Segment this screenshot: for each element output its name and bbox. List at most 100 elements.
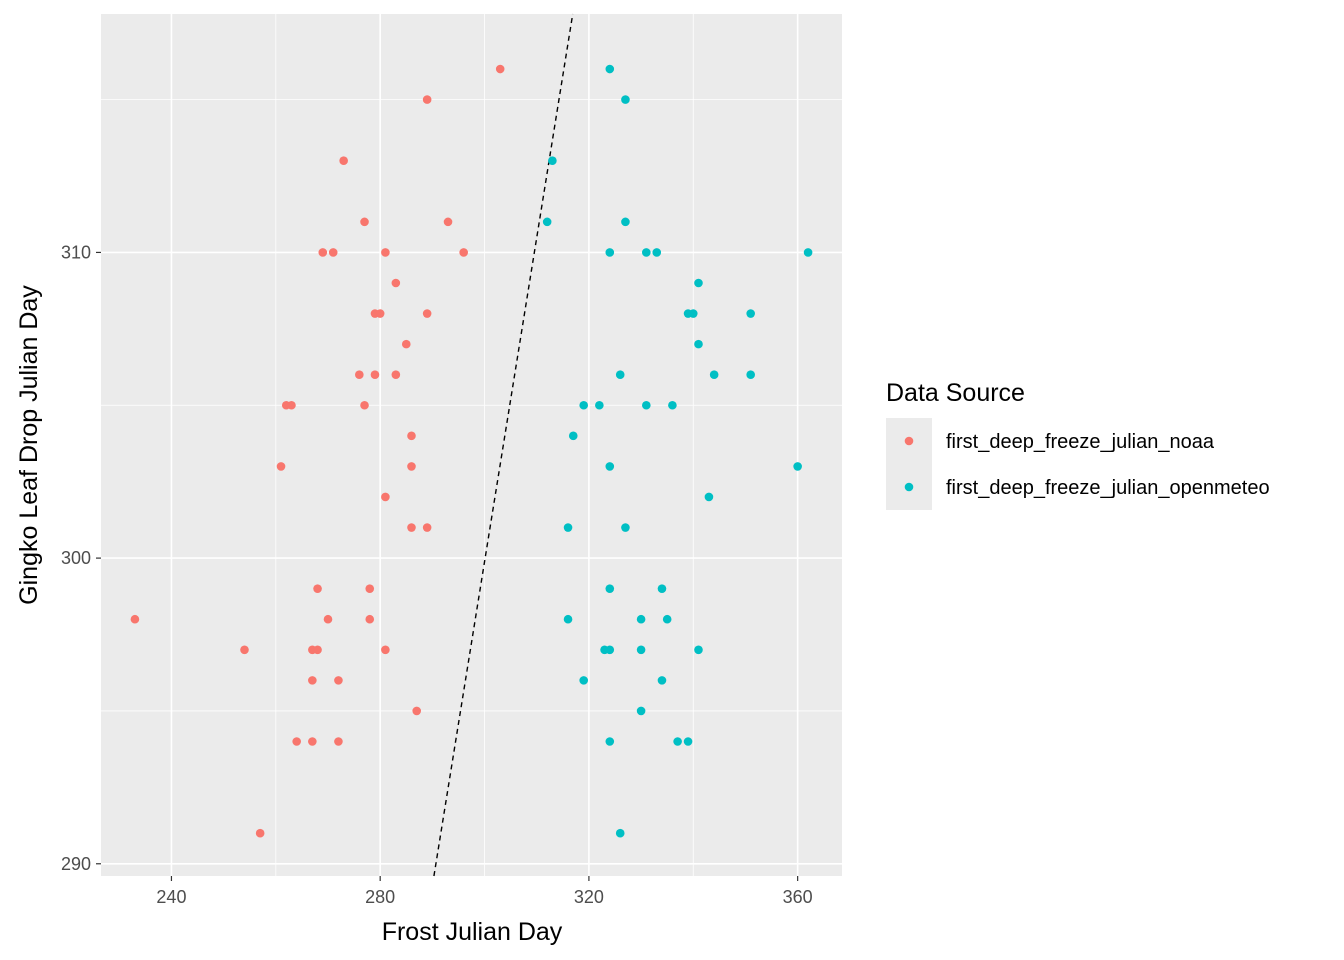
data-point-series-1 <box>240 645 249 655</box>
data-point-series-2 <box>636 645 646 655</box>
data-point-series-1 <box>308 676 317 685</box>
data-point-series-1 <box>401 339 411 349</box>
data-point-series-1 <box>276 462 286 471</box>
data-point-series-2 <box>615 370 625 379</box>
minor-gridlines <box>101 14 842 876</box>
x-tick-label: 360 <box>783 887 813 907</box>
data-point-series-2 <box>803 248 813 257</box>
reference-line-group <box>433 13 574 877</box>
data-point-series-1 <box>381 645 390 655</box>
data-point-series-1 <box>365 584 375 593</box>
data-point-series-1 <box>360 217 369 227</box>
y-tick-label: 290 <box>61 854 91 874</box>
data-point-series-1 <box>323 614 333 624</box>
data-point-series-2 <box>579 400 588 410</box>
tick-labels: 240 280 320 360 290 300 310 <box>61 242 813 907</box>
data-point-series-2 <box>605 737 615 746</box>
data-point-series-1 <box>313 645 322 655</box>
data-point-series-2 <box>694 339 703 349</box>
legend-label: first_deep_freeze_julian_noaa <box>946 431 1215 453</box>
data-point-series-2 <box>605 645 615 655</box>
data-point-series-1 <box>391 370 401 379</box>
data-point-series-2 <box>662 614 672 624</box>
data-point-series-2 <box>636 706 646 716</box>
data-point-series-2 <box>579 676 588 685</box>
data-point-series-1 <box>443 217 453 227</box>
data-point-series-1 <box>308 737 317 746</box>
data-point-series-2 <box>605 462 615 471</box>
data-point-series-2 <box>668 400 677 410</box>
data-point-series-2 <box>657 584 667 593</box>
data-point-series-1 <box>255 828 265 838</box>
data-point-series-1 <box>412 706 422 716</box>
data-point-series-2 <box>563 614 573 624</box>
data-point-series-2 <box>694 278 703 288</box>
data-point-series-1 <box>495 64 505 74</box>
data-point-series-2 <box>563 523 573 532</box>
data-point-series-1 <box>422 95 432 104</box>
data-point-series-2 <box>595 400 604 410</box>
data-point-series-1 <box>360 400 369 410</box>
data-point-series-2 <box>636 614 646 624</box>
x-axis-title: Frost Julian Day <box>382 918 563 946</box>
y-tick-label: 310 <box>61 242 91 262</box>
major-gridlines <box>101 14 842 876</box>
data-point-series-2 <box>621 95 630 104</box>
data-point-series-2 <box>694 645 703 655</box>
data-point-series-1 <box>391 278 401 288</box>
data-point-series-1 <box>328 248 338 257</box>
data-point-series-2 <box>746 370 755 379</box>
x-tick-label: 240 <box>156 887 186 907</box>
data-point-series-2 <box>568 431 578 441</box>
data-point-series-2 <box>621 523 630 532</box>
data-point-series-2 <box>688 309 698 318</box>
data-point-series-1 <box>381 492 390 502</box>
y-tick-label: 300 <box>61 548 91 568</box>
legend-label: first_deep_freeze_julian_openmeteo <box>946 477 1270 499</box>
data-point-series-1 <box>292 737 301 746</box>
data-point-series-1 <box>334 737 343 746</box>
data-point-series-2 <box>621 217 630 227</box>
data-point-series-1 <box>381 248 390 257</box>
data-point-series-1 <box>339 156 348 166</box>
data-point-series-2 <box>642 400 651 410</box>
data-point-series-1 <box>422 523 432 532</box>
data-point-series-1 <box>407 523 416 532</box>
data-point-series-1 <box>355 370 364 379</box>
data-points <box>130 64 813 838</box>
data-point-series-1 <box>130 614 140 624</box>
data-point-series-2 <box>642 248 651 257</box>
data-point-series-2 <box>605 584 615 593</box>
data-point-series-2 <box>542 217 552 227</box>
x-tick-label: 280 <box>365 887 395 907</box>
legend-items: first_deep_freeze_julian_noaa first_deep_… <box>886 418 1270 510</box>
data-point-series-1 <box>334 676 343 685</box>
data-point-series-2 <box>652 248 662 257</box>
legend: Data Source first_deep_freeze_julian_noa… <box>886 379 1270 510</box>
data-point-series-1 <box>422 309 432 318</box>
data-point-series-2 <box>657 676 667 685</box>
legend-key-marker <box>904 436 914 446</box>
data-point-series-1 <box>365 614 375 624</box>
data-point-series-1 <box>287 400 296 410</box>
data-point-series-1 <box>318 248 328 257</box>
data-point-series-2 <box>673 737 682 746</box>
legend-title: Data Source <box>886 379 1025 407</box>
x-tick-label: 320 <box>574 887 604 907</box>
data-point-series-2 <box>605 64 615 74</box>
reference-line <box>433 13 574 877</box>
data-point-series-1 <box>459 248 468 257</box>
axis-ticks <box>96 251 799 881</box>
data-point-series-1 <box>375 309 385 318</box>
data-point-series-1 <box>407 462 416 471</box>
data-point-series-2 <box>709 370 719 379</box>
data-point-series-1 <box>370 370 380 379</box>
data-point-series-2 <box>704 492 714 502</box>
data-point-series-2 <box>605 248 615 257</box>
data-point-series-1 <box>407 431 416 441</box>
data-point-series-2 <box>548 156 557 166</box>
data-point-series-2 <box>793 462 802 471</box>
data-point-series-1 <box>313 584 322 593</box>
data-point-series-2 <box>615 828 625 838</box>
